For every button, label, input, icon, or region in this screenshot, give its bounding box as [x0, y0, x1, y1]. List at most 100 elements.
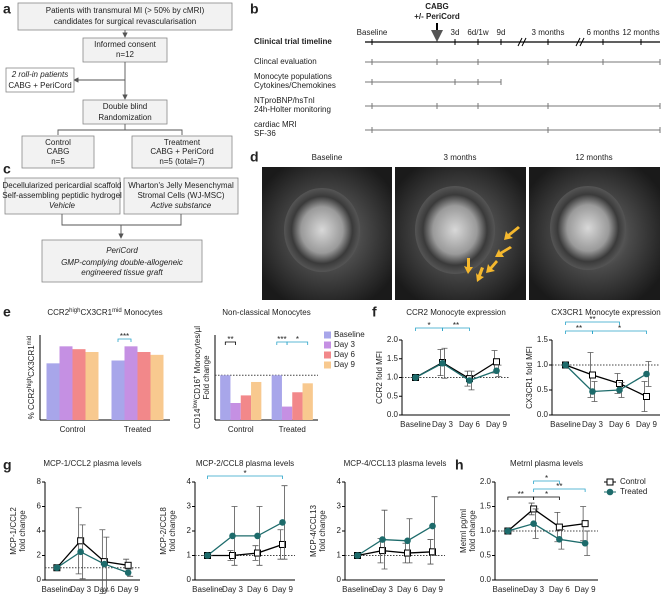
row-label: 24h-Holter monitoring — [254, 105, 331, 114]
x-tick-label: Baseline — [42, 585, 73, 594]
marker — [581, 539, 589, 547]
y-tick-label: 0.0 — [387, 410, 399, 419]
flow-connector — [57, 124, 183, 135]
legend-marker — [606, 478, 614, 486]
flow-text: CABG — [47, 147, 70, 156]
mri-images: Baseline 3 months 12 months — [262, 153, 660, 300]
bar — [111, 360, 125, 420]
x-tick-label: Day 9 — [422, 585, 443, 594]
heart — [284, 188, 360, 272]
significance-label: *** — [120, 332, 129, 341]
label-part: high — [27, 377, 33, 388]
marker — [493, 358, 500, 366]
y-tick-label: 2.0 — [387, 335, 399, 344]
bar — [59, 346, 73, 420]
marker — [439, 359, 446, 367]
x-tick-label: Treated — [124, 425, 151, 434]
label: CCR2 Monocyte expression — [406, 308, 506, 317]
flow-text: Treatment — [164, 138, 201, 147]
label-part: fold change — [318, 510, 327, 552]
significance-label: ** — [576, 324, 582, 333]
label-part: MCP-2/CCL8 plasma levels — [196, 459, 294, 468]
flow-text: CABG + PeriCord — [8, 81, 71, 90]
x-tick-label: Day 6 — [549, 585, 570, 594]
label-part: Non-classical Monocytes — [222, 308, 310, 317]
chart: Control Treated *** — [39, 332, 170, 434]
x-tick-label: Day 9 — [575, 585, 596, 594]
marker — [581, 520, 589, 528]
label: fold change — [168, 510, 177, 552]
marker — [643, 370, 650, 378]
label: MCP-1/CCL2 plasma levels — [43, 459, 141, 468]
flow-text: candidates for surgical revascularisatio… — [54, 17, 196, 26]
x-tick-label: Control — [60, 425, 86, 434]
legend-label: Baseline — [334, 330, 365, 339]
y-tick-label: 3 — [337, 502, 342, 511]
marker — [589, 371, 596, 379]
label: CX3CR1 Monocyte expression — [551, 308, 660, 317]
y-tick-label: 0 — [187, 575, 192, 584]
y-tick-label: 0.0 — [537, 410, 549, 419]
panel-label: d — [250, 149, 259, 165]
x-tick-label: Treated — [279, 425, 306, 434]
heart — [550, 186, 626, 270]
x-tick-label: Day 6 — [247, 585, 268, 594]
box-text: Wharton's Jelly Mesenchymal — [128, 181, 234, 190]
label: MCP-2/CCL8 plasma levels — [196, 459, 294, 468]
x-tick-label: Baseline — [493, 585, 524, 594]
legend-marker — [606, 488, 614, 496]
significance-label: * — [545, 490, 548, 499]
product-text: GMP-complying double-allogeneic — [61, 258, 183, 267]
marker — [229, 532, 236, 540]
marker — [589, 388, 596, 395]
x-tick-label: Day 9 — [636, 420, 657, 429]
bar — [251, 381, 262, 420]
significance-bracket — [533, 480, 560, 484]
x-tick-label: Day 6 — [397, 585, 418, 594]
marker — [101, 560, 108, 568]
arrows — [464, 226, 520, 282]
label-part: mid — [27, 336, 33, 346]
timepoint: Baseline — [357, 28, 388, 37]
series-line — [507, 508, 586, 532]
series-line — [207, 543, 283, 557]
y-tick-label: 1.0 — [480, 526, 492, 535]
axis-break — [517, 37, 527, 47]
timepoint: 6d/1w — [467, 28, 489, 37]
significance-bracket — [592, 330, 647, 334]
series-line — [507, 522, 586, 544]
label-part: MCP-2/CCL8 — [159, 507, 168, 555]
significance-bracket — [565, 321, 620, 325]
flow-text: n=5 (total=7) — [159, 157, 205, 166]
timepoint: 12 months — [622, 28, 659, 37]
label-part: Metrnl plasma levels — [510, 459, 583, 468]
flow-text: n=12 — [116, 50, 135, 59]
series-line — [565, 364, 647, 393]
x-tick-label: Day 9 — [118, 585, 139, 594]
flow-text: n=5 — [51, 157, 65, 166]
significance-bracket — [286, 341, 309, 345]
significance-label: * — [243, 469, 246, 478]
label: Non-classical Monocytes — [222, 308, 310, 317]
y-tick-label: 2.0 — [480, 477, 492, 486]
timepoint: 6 months — [587, 28, 620, 37]
bar — [271, 375, 282, 420]
bar — [72, 349, 86, 420]
flow-text: 2 roll-in patients — [11, 70, 68, 79]
series-line — [357, 525, 433, 557]
y-tick-label: 1.5 — [480, 502, 492, 511]
marker — [229, 552, 236, 559]
panel-label: a — [3, 1, 11, 17]
label-part: MCP-4/CCL13 plasma levels — [344, 459, 447, 468]
flow-box — [17, 2, 233, 31]
significance-bracket — [117, 338, 132, 342]
label: fold change — [468, 510, 477, 552]
y-tick-label: 1.0 — [387, 373, 399, 382]
marker — [279, 519, 286, 526]
label-part: Monocytes/µl — [193, 326, 202, 376]
flow-box — [131, 135, 233, 169]
mri-label: 12 months — [575, 153, 612, 162]
series-line — [357, 549, 433, 557]
